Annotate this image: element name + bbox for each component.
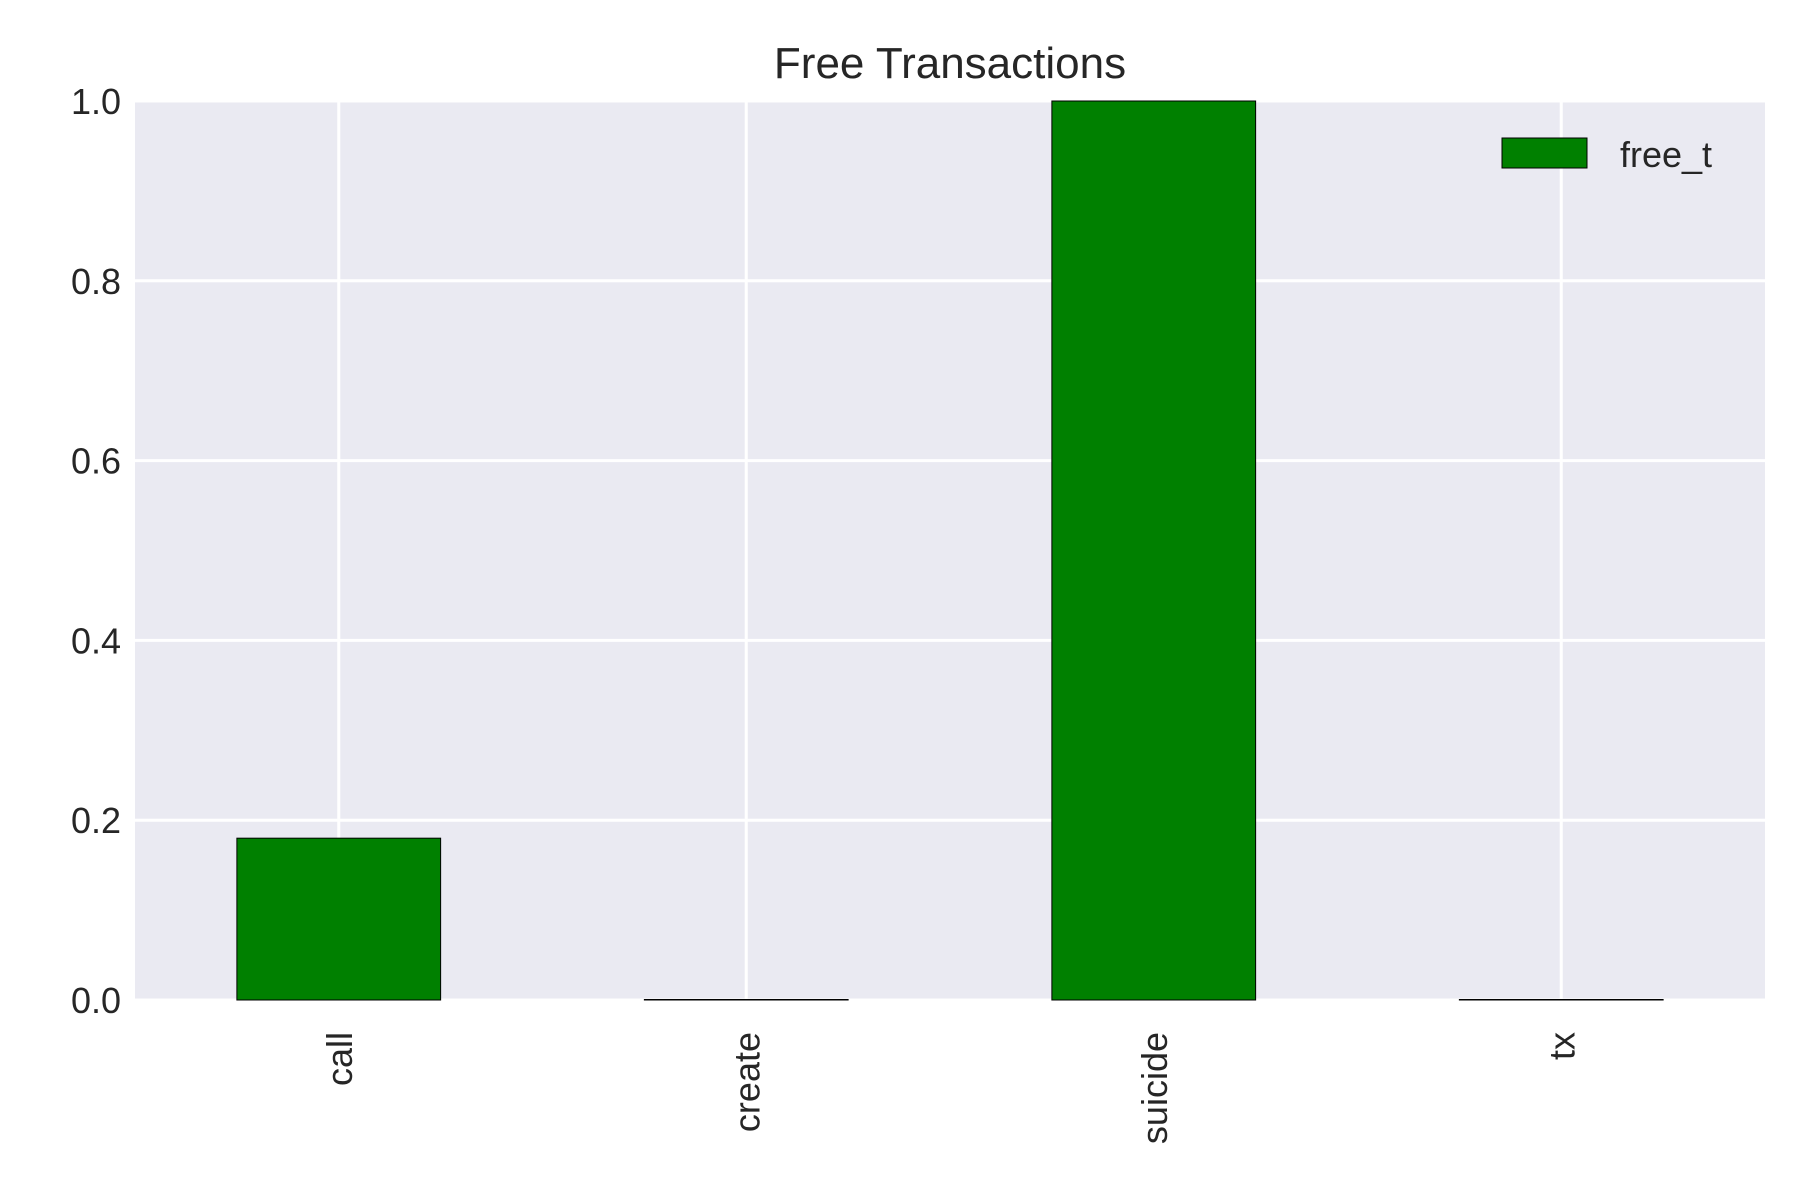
y-tick-label: 0.4: [71, 620, 121, 661]
chart-title: Free Transactions: [774, 39, 1126, 88]
y-tick-label: 0.2: [71, 800, 121, 841]
y-tick-label: 0.6: [71, 441, 121, 482]
x-tick-label: suicide: [1134, 1032, 1175, 1144]
y-axis-ticks: 0.0 0.2 0.4 0.6 0.8 1.0: [71, 81, 121, 1021]
x-tick-label: tx: [1541, 1032, 1582, 1060]
legend-label: free_t: [1620, 134, 1712, 175]
x-axis-ticks: call create suicide tx: [319, 1032, 1583, 1144]
x-tick-label: call: [319, 1032, 360, 1086]
legend: free_t: [1501, 134, 1712, 175]
bars: [236, 100, 1664, 1001]
bar-tx: [1458, 999, 1664, 1001]
x-tick-label: create: [726, 1032, 767, 1132]
bar-call: [236, 837, 442, 1001]
bar-create: [643, 999, 849, 1001]
y-tick-label: 0.0: [71, 980, 121, 1021]
legend-swatch: [1501, 137, 1588, 169]
y-tick-label: 1.0: [71, 81, 121, 122]
y-tick-label: 0.8: [71, 261, 121, 302]
bar-suicide: [1051, 100, 1257, 1001]
